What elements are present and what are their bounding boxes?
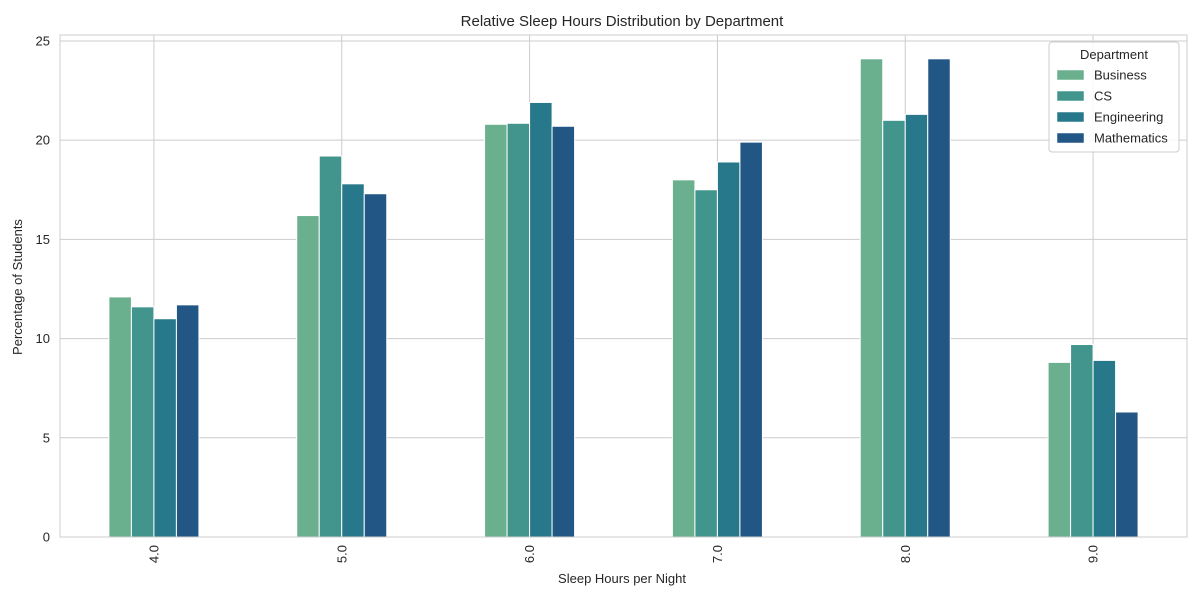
plot-frame: [59, 34, 1188, 538]
bar-engineering: [904, 113, 929, 538]
bar-cs: [694, 189, 718, 538]
y-tick-label: 0: [43, 530, 50, 545]
bar-engineering: [153, 318, 177, 538]
legend-items: Business CS Engineering Mathematics: [1056, 68, 1168, 146]
y-tick-label: 5: [43, 430, 50, 445]
legend-label-engineering: Engineering: [1094, 110, 1163, 125]
bar-mathematics: [363, 193, 388, 538]
bar-cs: [318, 155, 343, 538]
x-tick-label: 5.0: [334, 545, 349, 563]
bar-cs: [1070, 344, 1094, 538]
bar-cs: [506, 122, 531, 538]
bar-mathematics: [551, 125, 576, 538]
grid-lines: [60, 35, 1187, 538]
bar-engineering: [716, 161, 741, 538]
y-tick-label: 25: [36, 33, 50, 48]
tick-labels: 0 5 10 15 20 25 4.0 5.0 6.0 7.0 8.0 9.0: [36, 33, 1101, 563]
x-axis-label: Sleep Hours per Night: [558, 571, 686, 586]
bar-engineering: [529, 101, 553, 538]
legend-swatch-business: [1056, 69, 1085, 81]
x-tick-label: 4.0: [146, 545, 161, 563]
legend-box: [1048, 41, 1180, 153]
y-tick-label: 15: [36, 232, 50, 247]
bar-business: [296, 215, 320, 538]
x-tick-label: 7.0: [710, 545, 725, 563]
bar-mathematics: [927, 58, 951, 538]
y-axis-label: Percentage of Students: [10, 219, 25, 355]
bar-mathematics: [175, 304, 200, 538]
bar-business: [484, 123, 508, 538]
bars: [108, 58, 1139, 538]
bar-engineering: [1092, 359, 1117, 538]
x-tick-label: 8.0: [898, 545, 913, 563]
bar-business: [108, 296, 132, 538]
legend-swatch-cs: [1056, 90, 1085, 102]
legend-label-business: Business: [1094, 68, 1147, 83]
bar-business: [859, 58, 884, 538]
legend-label-cs: CS: [1094, 89, 1112, 104]
axes: [59, 34, 1188, 538]
y-tick-label: 10: [36, 331, 50, 346]
bar-mathematics: [1115, 411, 1139, 538]
x-tick-label: 6.0: [522, 545, 537, 563]
legend-swatch-engineering: [1056, 111, 1085, 123]
bar-business: [1047, 361, 1072, 538]
chart-title: Relative Sleep Hours Distribution by Dep…: [461, 13, 784, 30]
bar-cs: [882, 119, 906, 538]
bar-cs: [130, 306, 155, 538]
bar-business: [671, 179, 696, 538]
bar-mathematics: [739, 141, 763, 538]
legend-label-mathematics: Mathematics: [1094, 131, 1168, 146]
x-tick-label: 9.0: [1086, 545, 1101, 563]
legend: Department Business CS Engineering Mathemat…: [1048, 41, 1180, 153]
legend-swatch-mathematics: [1056, 132, 1085, 144]
y-tick-label: 20: [36, 133, 50, 148]
bar-engineering: [341, 183, 365, 538]
legend-title: Department: [1080, 47, 1148, 62]
